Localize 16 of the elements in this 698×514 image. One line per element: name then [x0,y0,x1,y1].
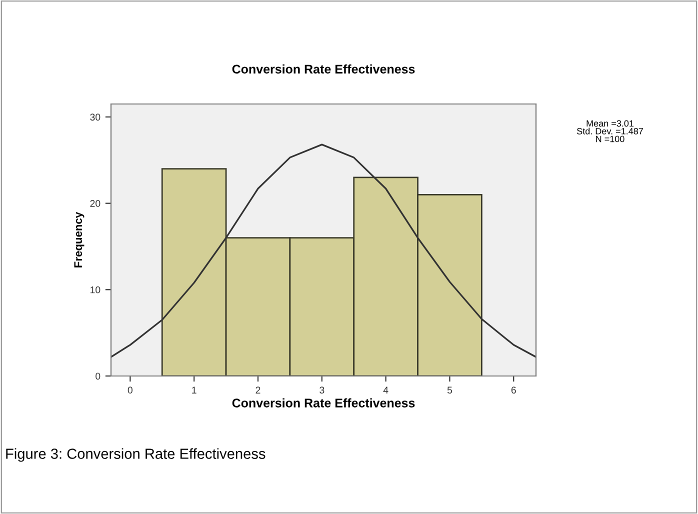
chart-title: Conversion Rate Effectiveness [232,64,415,74]
y-tick-label: 30 [90,114,100,121]
x-tick-label: 6 [511,386,516,394]
y-axis-title: Frequency [74,212,84,268]
x-tick-label: 3 [320,386,324,394]
x-tick-label: 1 [192,386,196,394]
text: Mean =3.01 Std. Dev. =1.487 N =100 [576,120,643,142]
y-tick-label: 20 [90,200,100,207]
caption: Figure 3: Conversion Rate Effectiveness [6,448,266,462]
y-tick-label: 10 [90,286,100,294]
x-tick-label: 4 [383,386,388,394]
x-tick-label: 0 [128,386,132,394]
x-tick-label: 5 [447,386,452,394]
y-tick-label: 0 [96,372,100,380]
x-axis-title: Conversion Rate Effectiveness [232,398,415,408]
x-tick-label: 2 [256,386,260,394]
